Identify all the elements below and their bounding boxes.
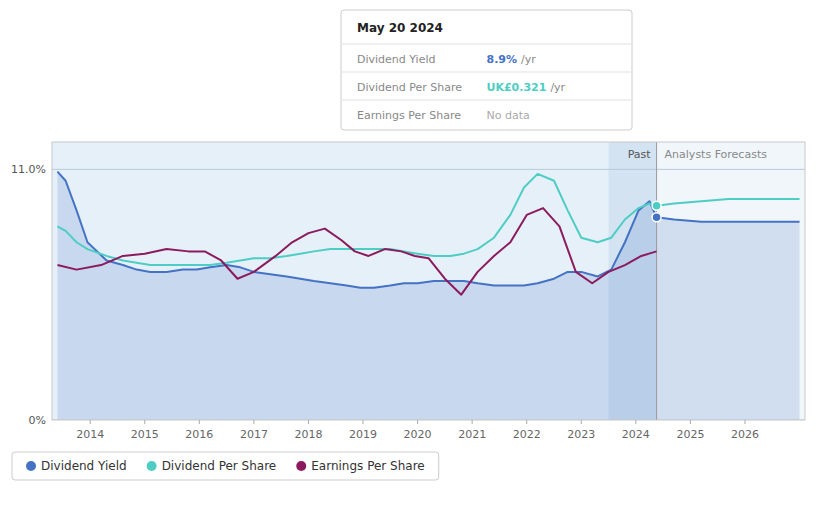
x-tick-label: 2019 <box>349 428 377 441</box>
legend-label: Dividend Yield <box>41 459 127 473</box>
y-tick-label: 11.0% <box>11 163 46 176</box>
line <box>57 172 799 288</box>
legend-label: Earnings Per Share <box>311 459 424 473</box>
tooltip-title: May 20 2024 <box>357 21 443 35</box>
x-tick <box>417 420 418 424</box>
x-tick-label: 2015 <box>131 428 159 441</box>
x-tick-label: 2022 <box>513 428 541 441</box>
x-tick <box>744 420 745 424</box>
tooltip-label: Dividend Yield <box>357 53 435 66</box>
region-label: Past <box>628 148 652 161</box>
chart: Past Analysts Forecasts 0% 11.0% 2014 2015 201… <box>0 0 821 508</box>
tooltip-divider <box>342 44 631 45</box>
tooltip-value: UK£0.321 <box>487 81 547 94</box>
x-tick-label: 2018 <box>294 428 322 441</box>
tooltip-value: 8.9% <box>487 53 518 66</box>
x-tick <box>472 420 473 424</box>
x-tick-label: 2016 <box>185 428 213 441</box>
x-tick-label: 2021 <box>458 428 486 441</box>
y-tick-label: 0% <box>29 414 46 427</box>
tooltip-label: Dividend Per Share <box>357 81 462 94</box>
x-tick <box>635 420 636 424</box>
region-label: Analysts Forecasts <box>665 148 768 161</box>
x-tick <box>90 420 91 424</box>
tooltip-divider <box>342 72 631 73</box>
line <box>57 174 799 265</box>
x-tick-label: 2025 <box>676 428 704 441</box>
legend-label: Dividend Per Share <box>162 459 277 473</box>
tooltip-divider <box>342 100 631 101</box>
x-tick-label: 2020 <box>404 428 432 441</box>
tooltip-unit: /yr <box>550 81 565 94</box>
marker <box>652 201 661 210</box>
x-tick <box>199 420 200 424</box>
divider <box>656 142 657 420</box>
tooltip-box <box>341 10 632 130</box>
legend-swatch <box>296 461 306 471</box>
marker <box>652 213 661 222</box>
x-tick <box>144 420 145 424</box>
tooltip-unit: /yr <box>521 53 536 66</box>
legend: Dividend Yield Dividend Per Share Earnings… <box>12 452 439 480</box>
legend-box <box>12 452 439 480</box>
grid-line <box>52 169 805 170</box>
tooltip: May 20 2024Dividend Yield8.9%/yrDividend… <box>341 10 632 130</box>
x-tick-label: 2023 <box>567 428 595 441</box>
plot-frame <box>52 142 805 420</box>
tooltip-value: No data <box>487 109 530 122</box>
x-tick <box>581 420 582 424</box>
x-tick <box>690 420 691 424</box>
area <box>57 172 799 420</box>
x-tick-label: 2014 <box>76 428 104 441</box>
legend-swatch <box>26 461 36 471</box>
x-tick <box>308 420 309 424</box>
tooltip-label: Earnings Per Share <box>357 109 461 122</box>
legend-swatch <box>147 461 157 471</box>
x-tick-label: 2017 <box>240 428 268 441</box>
x-tick <box>363 420 364 424</box>
x-tick <box>526 420 527 424</box>
line <box>57 208 656 295</box>
plot-area <box>52 142 805 420</box>
x-tick-label: 2024 <box>622 428 650 441</box>
x-tick-label: 2026 <box>731 428 759 441</box>
x-tick <box>253 420 254 424</box>
